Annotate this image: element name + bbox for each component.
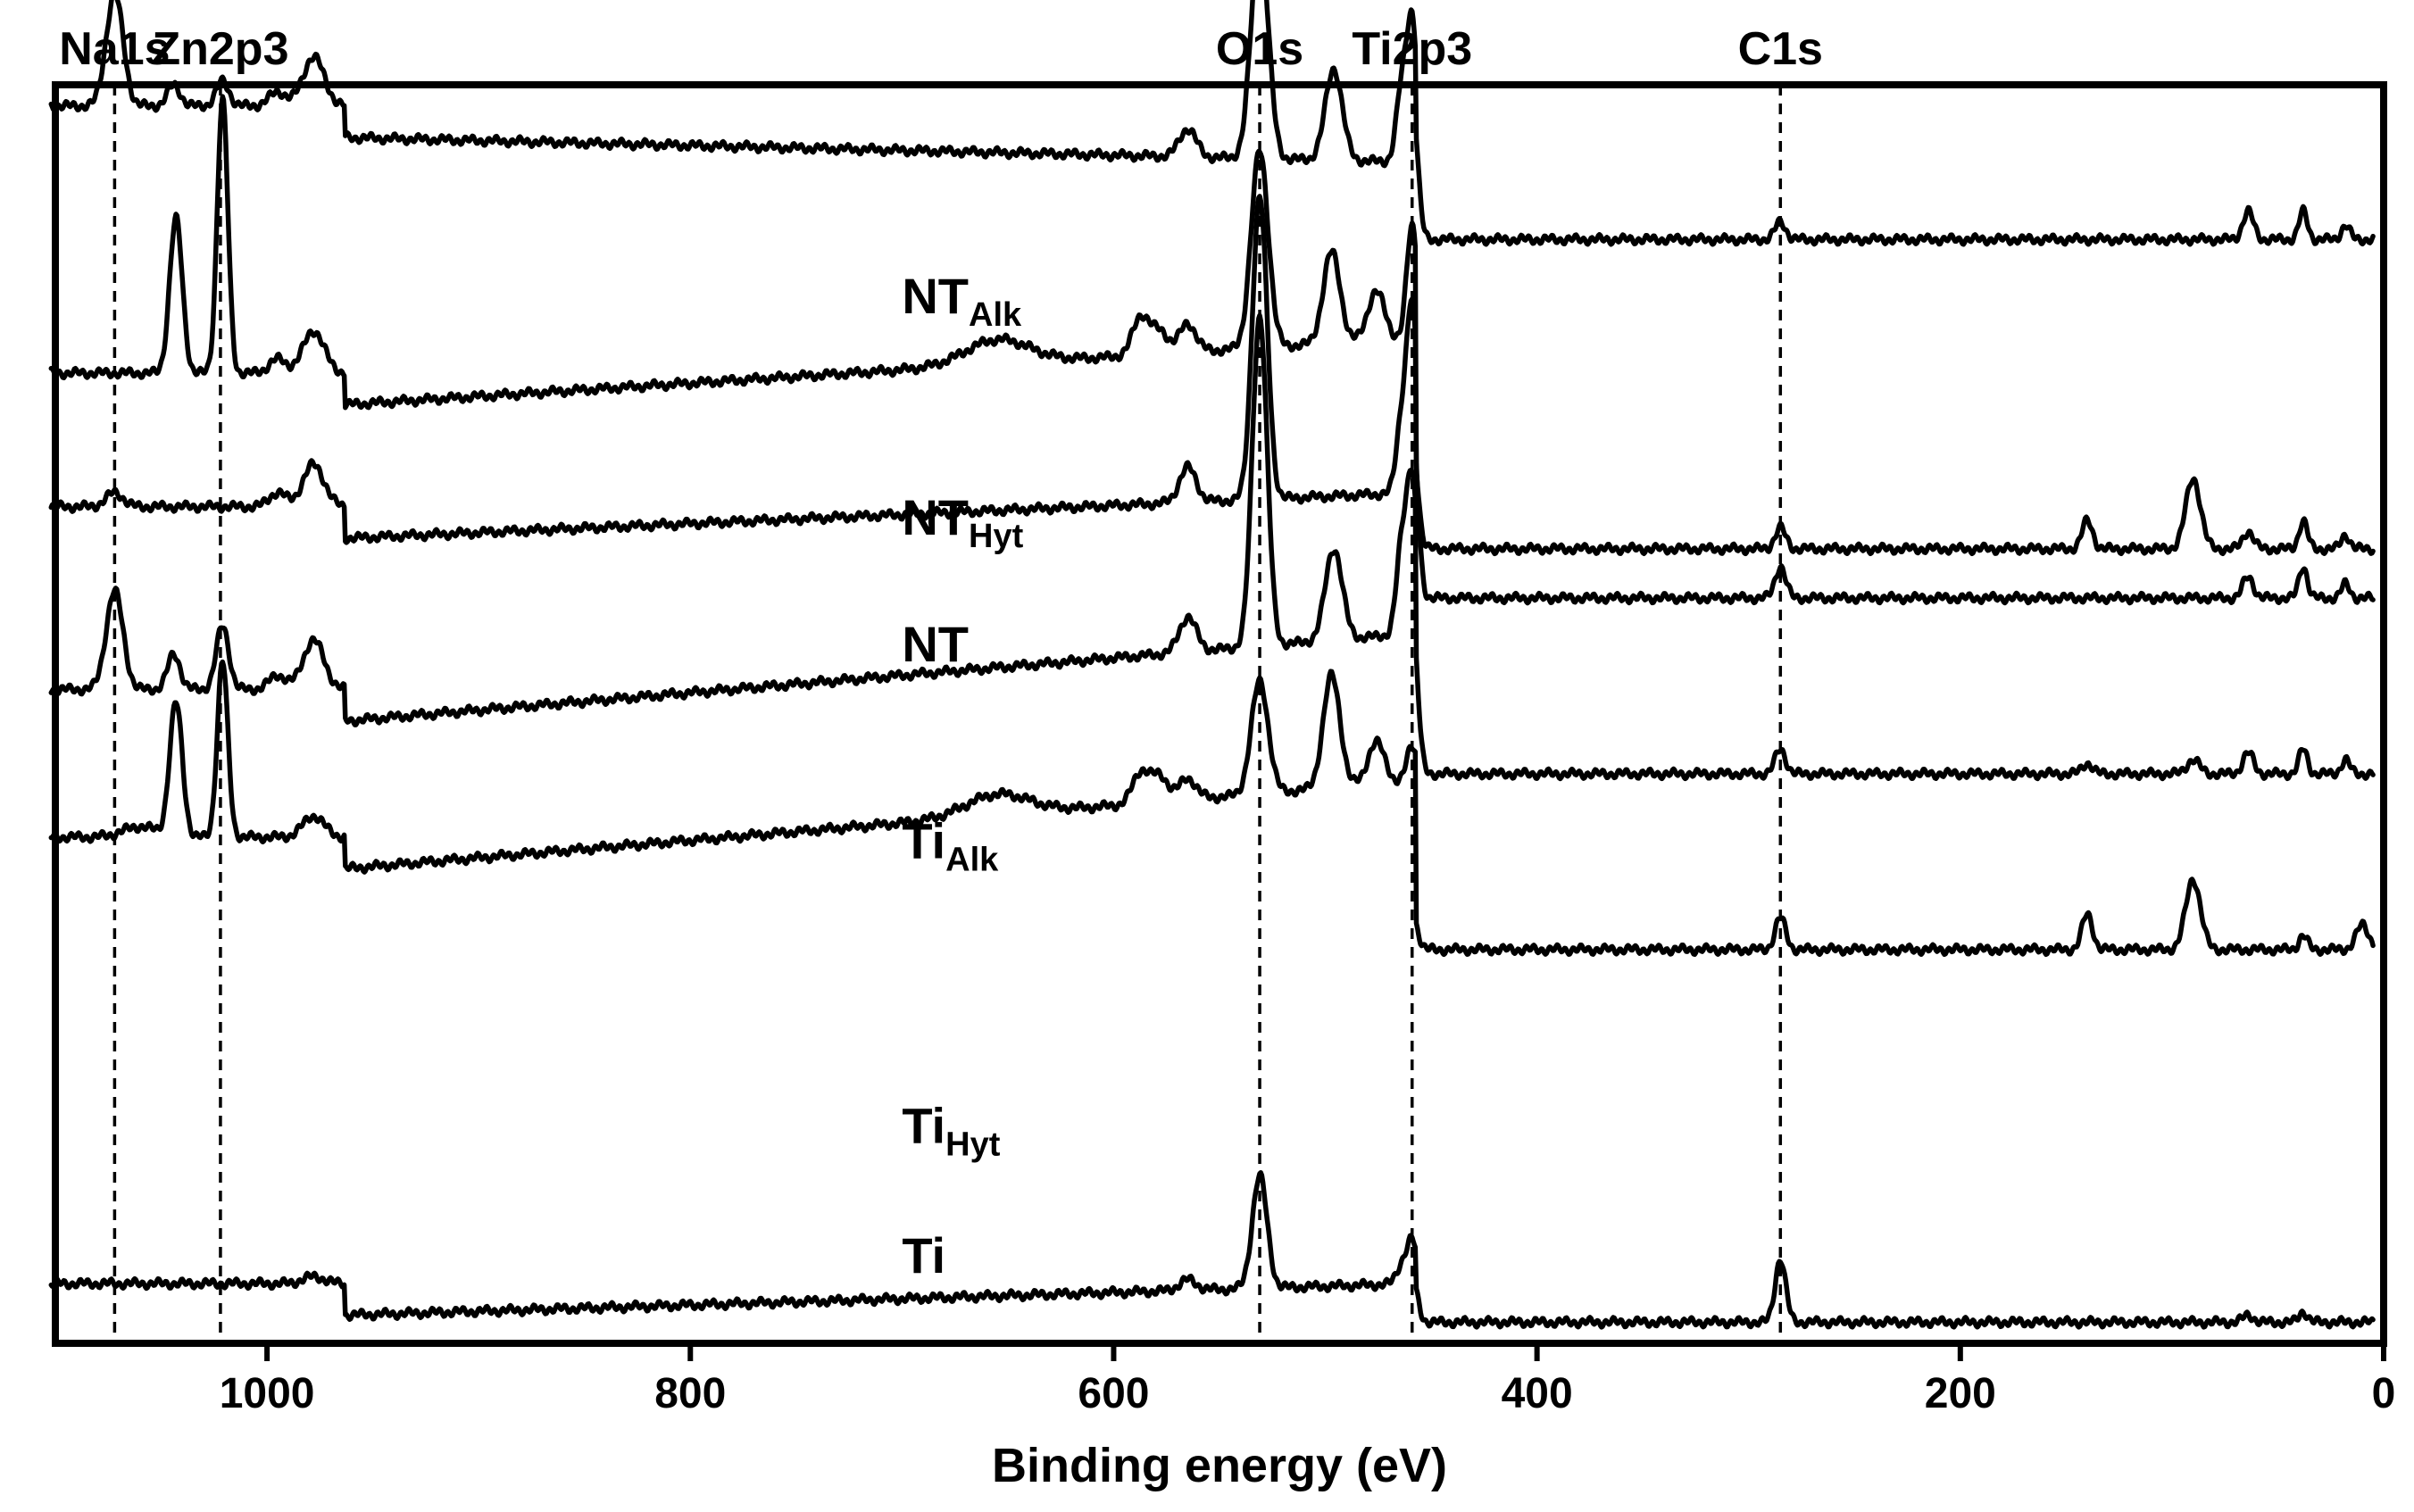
peak-label-o1s: O1s bbox=[1216, 23, 1303, 75]
spectrum-ntalk bbox=[48, 0, 2376, 247]
series-label-nthyt: NTHyt bbox=[902, 489, 1023, 555]
series-label-sub: Alk bbox=[969, 296, 1022, 334]
x-axis: 1000 800 600 400 200 0 bbox=[220, 1343, 2396, 1417]
spectrum-nthyt bbox=[48, 94, 2376, 557]
plot-frame bbox=[52, 81, 2387, 1347]
series-label-sub: Alk bbox=[945, 841, 999, 878]
series-label-main: Ti bbox=[902, 1227, 945, 1284]
peak-label-zn2p3: Zn2p3 bbox=[152, 23, 288, 75]
x-tick-label: 800 bbox=[654, 1370, 726, 1417]
series-label-main: NT bbox=[902, 616, 969, 672]
spectrum-ti bbox=[48, 1169, 2376, 1330]
series-label-sub: Hyt bbox=[969, 518, 1024, 555]
x-tick-label: 600 bbox=[1078, 1370, 1149, 1417]
series-label-nt: NT bbox=[902, 616, 969, 672]
peak-label-na1s: Na1s bbox=[59, 23, 170, 75]
series-label-main: NT bbox=[902, 489, 969, 545]
series-label-main: NT bbox=[902, 268, 969, 324]
spectrum-tihyt bbox=[48, 659, 2376, 958]
x-tick-label: 0 bbox=[2372, 1370, 2396, 1417]
series-label-tialk: TiAlk bbox=[902, 812, 999, 878]
x-tick-label: 200 bbox=[1925, 1370, 1996, 1417]
spectrum-nt bbox=[48, 194, 2376, 606]
x-tick-label: 1000 bbox=[220, 1370, 315, 1417]
x-tick-label: 400 bbox=[1502, 1370, 1573, 1417]
series-label-sub: Hyt bbox=[945, 1126, 1001, 1164]
series-label-ntalk: NTAlk bbox=[902, 268, 1022, 334]
series-label-ti: Ti bbox=[902, 1227, 945, 1284]
x-axis-title: Binding energy (eV) bbox=[992, 1439, 1447, 1492]
spectrum-tialk bbox=[48, 312, 2376, 782]
spectra-group bbox=[48, 0, 2376, 1330]
series-label-main: Ti bbox=[902, 812, 945, 868]
series-label-main: Ti bbox=[902, 1098, 945, 1154]
peak-label-c1s: C1s bbox=[1738, 23, 1823, 75]
series-label-tihyt: TiHyt bbox=[902, 1098, 1000, 1164]
